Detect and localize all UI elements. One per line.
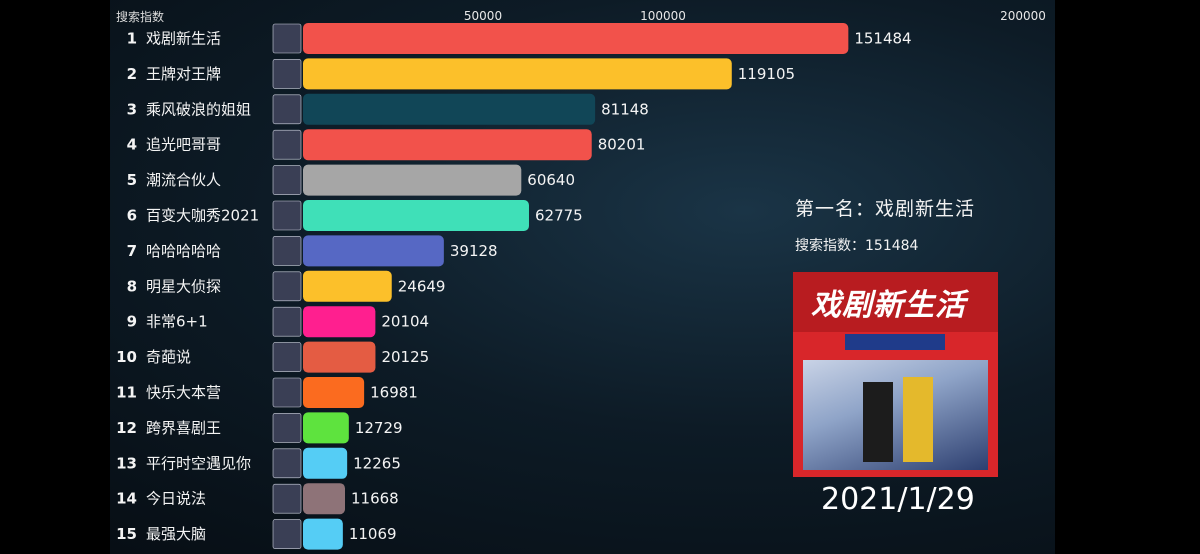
show-thumbnail xyxy=(272,59,302,89)
category-label: 奇葩说 xyxy=(146,348,191,366)
poster-tag xyxy=(845,334,945,350)
bar xyxy=(303,518,343,550)
show-thumbnail xyxy=(272,94,302,125)
value-label: 39128 xyxy=(450,242,498,260)
left-letterbox xyxy=(0,0,110,554)
rank-label: 15 xyxy=(116,525,137,543)
category-label: 明星大侦探 xyxy=(146,277,221,295)
right-letterbox xyxy=(1055,0,1200,554)
category-label: 乘风破浪的姐姐 xyxy=(146,100,251,118)
show-thumbnail xyxy=(272,23,302,54)
rank-label: 6 xyxy=(127,207,137,225)
value-label: 151484 xyxy=(854,30,911,48)
bar xyxy=(303,164,522,196)
value-label: 12265 xyxy=(353,454,401,472)
rank-label: 10 xyxy=(116,348,137,366)
leader-search-index: 搜索指数：151484 xyxy=(795,238,919,254)
show-thumbnail xyxy=(272,165,302,195)
value-label: 24649 xyxy=(398,277,446,295)
rank-label: 11 xyxy=(116,384,137,402)
category-label: 非常6+1 xyxy=(146,313,208,331)
category-label: 快乐大本营 xyxy=(146,384,221,402)
category-label: 哈哈哈哈哈 xyxy=(146,242,221,260)
rank-label: 2 xyxy=(127,65,137,83)
category-label: 最强大脑 xyxy=(146,525,206,543)
category-label: 平行时空遇见你 xyxy=(146,454,251,472)
category-label: 戏剧新生活 xyxy=(146,30,221,48)
poster-figure xyxy=(863,382,893,462)
category-label: 潮流合伙人 xyxy=(146,171,221,189)
x-tick-label: 100000 xyxy=(640,9,686,23)
value-label: 62775 xyxy=(535,207,583,225)
show-thumbnail xyxy=(272,200,302,231)
category-label: 王牌对王牌 xyxy=(146,65,221,83)
rank-label: 5 xyxy=(127,171,137,189)
category-label: 百变大咖秀2021 xyxy=(146,207,259,225)
bar xyxy=(303,483,346,515)
rank-label: 13 xyxy=(116,454,137,472)
bar xyxy=(303,23,849,54)
bar xyxy=(303,270,392,302)
value-label: 11668 xyxy=(351,490,399,508)
bar xyxy=(303,235,444,267)
rank-label: 3 xyxy=(127,100,137,118)
poster-title: 戏剧新生活 xyxy=(811,288,966,323)
rank-label: 8 xyxy=(127,277,137,295)
show-thumbnail xyxy=(272,483,302,514)
poster-band xyxy=(793,272,998,332)
bar xyxy=(303,129,592,161)
value-label: 60640 xyxy=(527,171,575,189)
show-thumbnail xyxy=(272,306,302,337)
show-thumbnail xyxy=(272,236,302,266)
category-label: 追光吧哥哥 xyxy=(146,136,221,154)
show-thumbnail xyxy=(272,342,302,372)
rank-label: 14 xyxy=(116,490,137,508)
show-thumbnail xyxy=(272,448,302,479)
bar xyxy=(303,58,732,90)
show-thumbnail xyxy=(272,519,302,549)
value-label: 12729 xyxy=(355,419,403,437)
x-tick-label: 200000 xyxy=(1000,9,1046,23)
category-label: 跨界喜剧王 xyxy=(146,419,221,437)
date-label: 2021/1/29 xyxy=(821,482,975,517)
value-label: 119105 xyxy=(738,65,795,83)
category-label: 今日说法 xyxy=(146,490,206,508)
rank-label: 4 xyxy=(127,136,137,154)
axis-title: 搜索指数 xyxy=(116,10,165,24)
show-thumbnail xyxy=(272,377,302,408)
show-thumbnail xyxy=(272,271,302,302)
value-label: 20125 xyxy=(381,348,429,366)
bar xyxy=(303,412,349,444)
value-label: 80201 xyxy=(598,136,646,154)
bar xyxy=(303,306,376,338)
bar xyxy=(303,93,596,125)
bar xyxy=(303,341,376,373)
rank-label: 1 xyxy=(127,30,137,48)
leader-poster-image: 戏剧新生活 xyxy=(793,272,998,477)
rank-label: 12 xyxy=(116,419,137,437)
show-thumbnail xyxy=(272,129,302,160)
rank-label: 9 xyxy=(127,313,137,331)
rank-label: 7 xyxy=(127,242,137,260)
bar xyxy=(303,377,365,408)
leader-title: 第一名：戏剧新生活 xyxy=(795,198,976,220)
poster-figure xyxy=(903,377,933,462)
x-tick-label: 50000 xyxy=(464,9,502,23)
show-thumbnail xyxy=(272,413,302,443)
bar xyxy=(303,447,348,479)
bar xyxy=(303,200,529,231)
value-label: 16981 xyxy=(370,384,418,402)
value-label: 11069 xyxy=(349,525,397,543)
value-label: 81148 xyxy=(601,100,649,118)
poster-art xyxy=(803,360,988,470)
value-label: 20104 xyxy=(381,313,429,331)
